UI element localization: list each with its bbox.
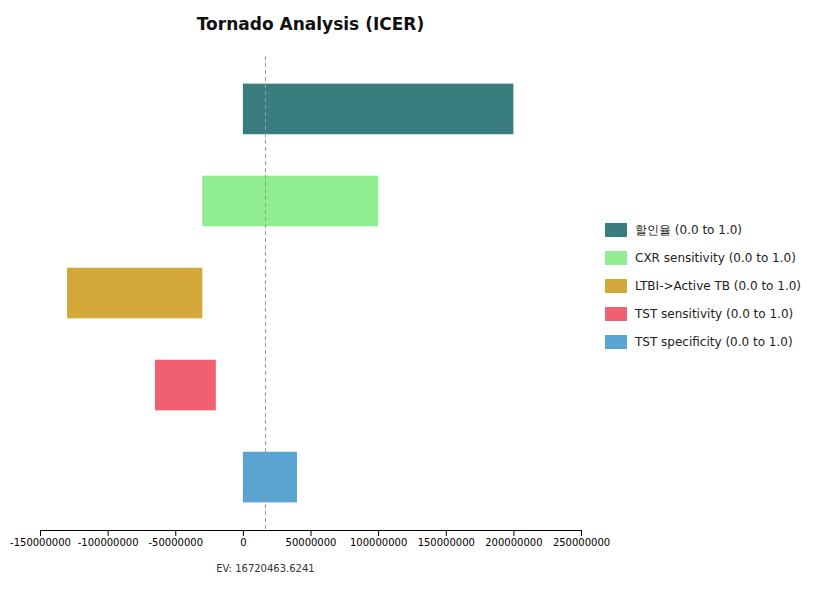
x-tick-mark — [581, 530, 582, 536]
bar — [67, 268, 202, 319]
x-tick: 250000000 — [553, 530, 610, 548]
bar — [243, 452, 297, 503]
x-tick-mark — [175, 530, 176, 536]
x-tick-label: 250000000 — [553, 537, 610, 548]
x-tick-mark — [446, 530, 447, 536]
legend-item: TST sensitivity (0.0 to 1.0) — [605, 307, 793, 321]
x-tick-mark — [243, 530, 244, 536]
x-tick-label: 50000000 — [286, 537, 337, 548]
legend-item: CXR sensitivity (0.0 to 1.0) — [605, 251, 796, 265]
x-tick: 50000000 — [286, 530, 337, 548]
x-axis: -150000000 -100000000 -50000000 0 50000000 10… — [10, 530, 610, 548]
x-tick-mark — [378, 530, 379, 536]
x-tick-label: 0 — [240, 537, 246, 548]
legend-label: CXR sensitivity (0.0 to 1.0) — [635, 251, 796, 265]
chart: -150000000 -100000000 -50000000 0 50000000 10… — [0, 0, 831, 600]
x-tick: -150000000 — [10, 530, 71, 548]
x-tick-label: -150000000 — [10, 537, 71, 548]
x-tick-mark — [311, 530, 312, 536]
title: Tornado Analysis (ICER) — [197, 14, 424, 34]
legend-item: LTBI->Active TB (0.0 to 1.0) — [605, 279, 801, 293]
x-tick: 150000000 — [418, 530, 475, 548]
x-tick-label: -100000000 — [78, 537, 139, 548]
bars — [67, 56, 513, 530]
legend: 할인율 (0.0 to 1.0) CXR sensitivity (0.0 to … — [605, 223, 801, 349]
legend-item: TST specificity (0.0 to 1.0) — [605, 335, 793, 349]
x-tick-mark — [108, 530, 109, 536]
x-tick-mark — [513, 530, 514, 536]
bar — [155, 360, 216, 411]
legend-label: 할인율 (0.0 to 1.0) — [635, 223, 742, 237]
legend-swatch — [605, 251, 627, 265]
reference-label: EV: 16720463.6241 — [216, 563, 314, 574]
bar — [243, 84, 514, 135]
x-tick-label: 200000000 — [485, 537, 542, 548]
x-tick: 100000000 — [350, 530, 407, 548]
bar — [202, 176, 378, 227]
x-tick: 0 — [240, 530, 246, 548]
x-tick-label: 150000000 — [418, 537, 475, 548]
legend-swatch — [605, 279, 627, 293]
x-tick-mark — [40, 530, 41, 536]
x-tick: -100000000 — [78, 530, 139, 548]
legend-label: LTBI->Active TB (0.0 to 1.0) — [635, 279, 801, 293]
legend-swatch — [605, 335, 627, 349]
legend-label: TST specificity (0.0 to 1.0) — [634, 335, 793, 349]
legend-swatch — [605, 223, 627, 237]
x-tick-label: -50000000 — [148, 537, 203, 548]
legend-item: 할인율 (0.0 to 1.0) — [605, 223, 742, 237]
legend-label: TST sensitivity (0.0 to 1.0) — [634, 307, 793, 321]
x-tick-label: 100000000 — [350, 537, 407, 548]
legend-swatch — [605, 307, 627, 321]
reference-line — [265, 56, 266, 530]
x-tick: -50000000 — [148, 530, 203, 548]
plot: -150000000 -100000000 -50000000 0 50000000 10… — [10, 56, 610, 574]
x-axis-line — [41, 531, 582, 537]
x-tick: 200000000 — [485, 530, 542, 548]
